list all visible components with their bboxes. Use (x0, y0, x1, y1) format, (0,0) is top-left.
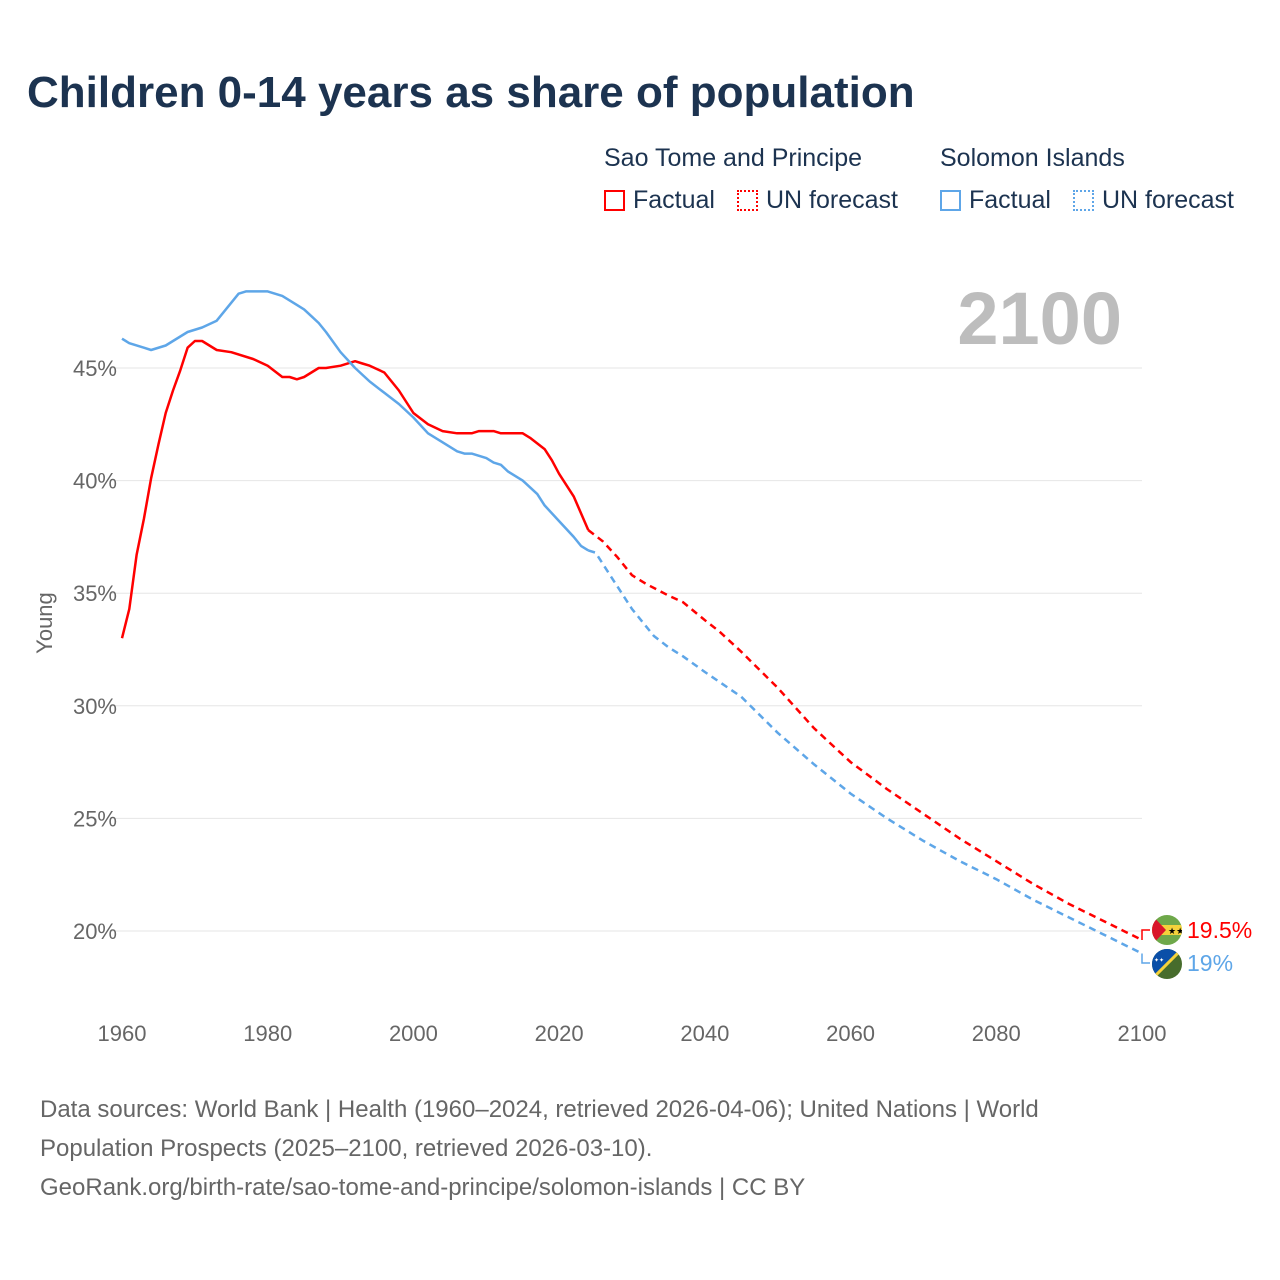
end-connector (1141, 929, 1150, 941)
end-connector (1141, 953, 1150, 964)
end-value-label: 19.5% (1187, 917, 1252, 943)
legend-group-sao-tome: Sao Tome and Principe (604, 144, 863, 172)
y-tick-label: 30% (73, 694, 117, 719)
x-tick-label: 2100 (1118, 1021, 1167, 1046)
x-tick-label: 2040 (680, 1021, 729, 1046)
legend-swatch (1073, 190, 1094, 211)
legend-label: Factual (969, 186, 1051, 214)
y-tick-label: 20% (73, 919, 117, 944)
factual-line-0 (120, 339, 590, 639)
x-tick-label: 1960 (98, 1021, 147, 1046)
x-tick-label: 2080 (972, 1021, 1021, 1046)
svg-text:✦✦: ✦✦ (1154, 957, 1164, 964)
legend-label: UN forecast (1102, 186, 1234, 214)
legend-group-solomon: Solomon Islands (940, 144, 1125, 172)
forecast-line-0 (587, 529, 1143, 942)
legend-label: Factual (633, 186, 715, 214)
x-tick-label: 1980 (243, 1021, 292, 1046)
sao-tome-flag-icon: ★★ (1152, 915, 1184, 945)
footer: Data sources: World Bank | Health (1960–… (40, 1090, 1039, 1207)
footer-link[interactable]: GeoRank.org/birth-rate/sao-tome-and-prin… (40, 1174, 806, 1201)
y-tick-label: 35% (73, 581, 117, 606)
legend-item-solomon-forecast[interactable]: UN forecast (1073, 186, 1234, 215)
footer-sources-1: Data sources: World Bank | Health (1960–… (40, 1096, 1039, 1123)
svg-text:★★: ★★ (1168, 926, 1184, 936)
legend-swatch (940, 190, 961, 211)
legend-swatch (737, 190, 758, 211)
legend-item-solomon-factual[interactable]: Factual (940, 186, 1051, 215)
legend-swatch (604, 190, 625, 211)
y-tick-label: 45% (73, 356, 117, 381)
forecast-line-1 (587, 549, 1143, 955)
factual-line-1 (121, 290, 589, 552)
x-tick-label: 2000 (389, 1021, 438, 1046)
legend-item-sao-tome-forecast[interactable]: UN forecast (737, 186, 898, 215)
solomon-islands-flag-icon: ✦✦ (1152, 949, 1182, 979)
y-tick-label: 40% (73, 469, 117, 494)
end-value-label: 19% (1187, 950, 1233, 976)
footer-sources-2: Population Prospects (2025–2100, retriev… (40, 1135, 653, 1162)
x-tick-label: 2020 (535, 1021, 584, 1046)
legend-item-sao-tome-factual[interactable]: Factual (604, 186, 715, 215)
y-axis-label: Young (32, 592, 57, 654)
chart-title: Children 0-14 years as share of populati… (27, 68, 915, 117)
y-tick-label: 25% (73, 806, 117, 831)
x-tick-label: 2060 (826, 1021, 875, 1046)
current-year-label: 2100 (957, 277, 1122, 360)
legend-label: UN forecast (766, 186, 898, 214)
